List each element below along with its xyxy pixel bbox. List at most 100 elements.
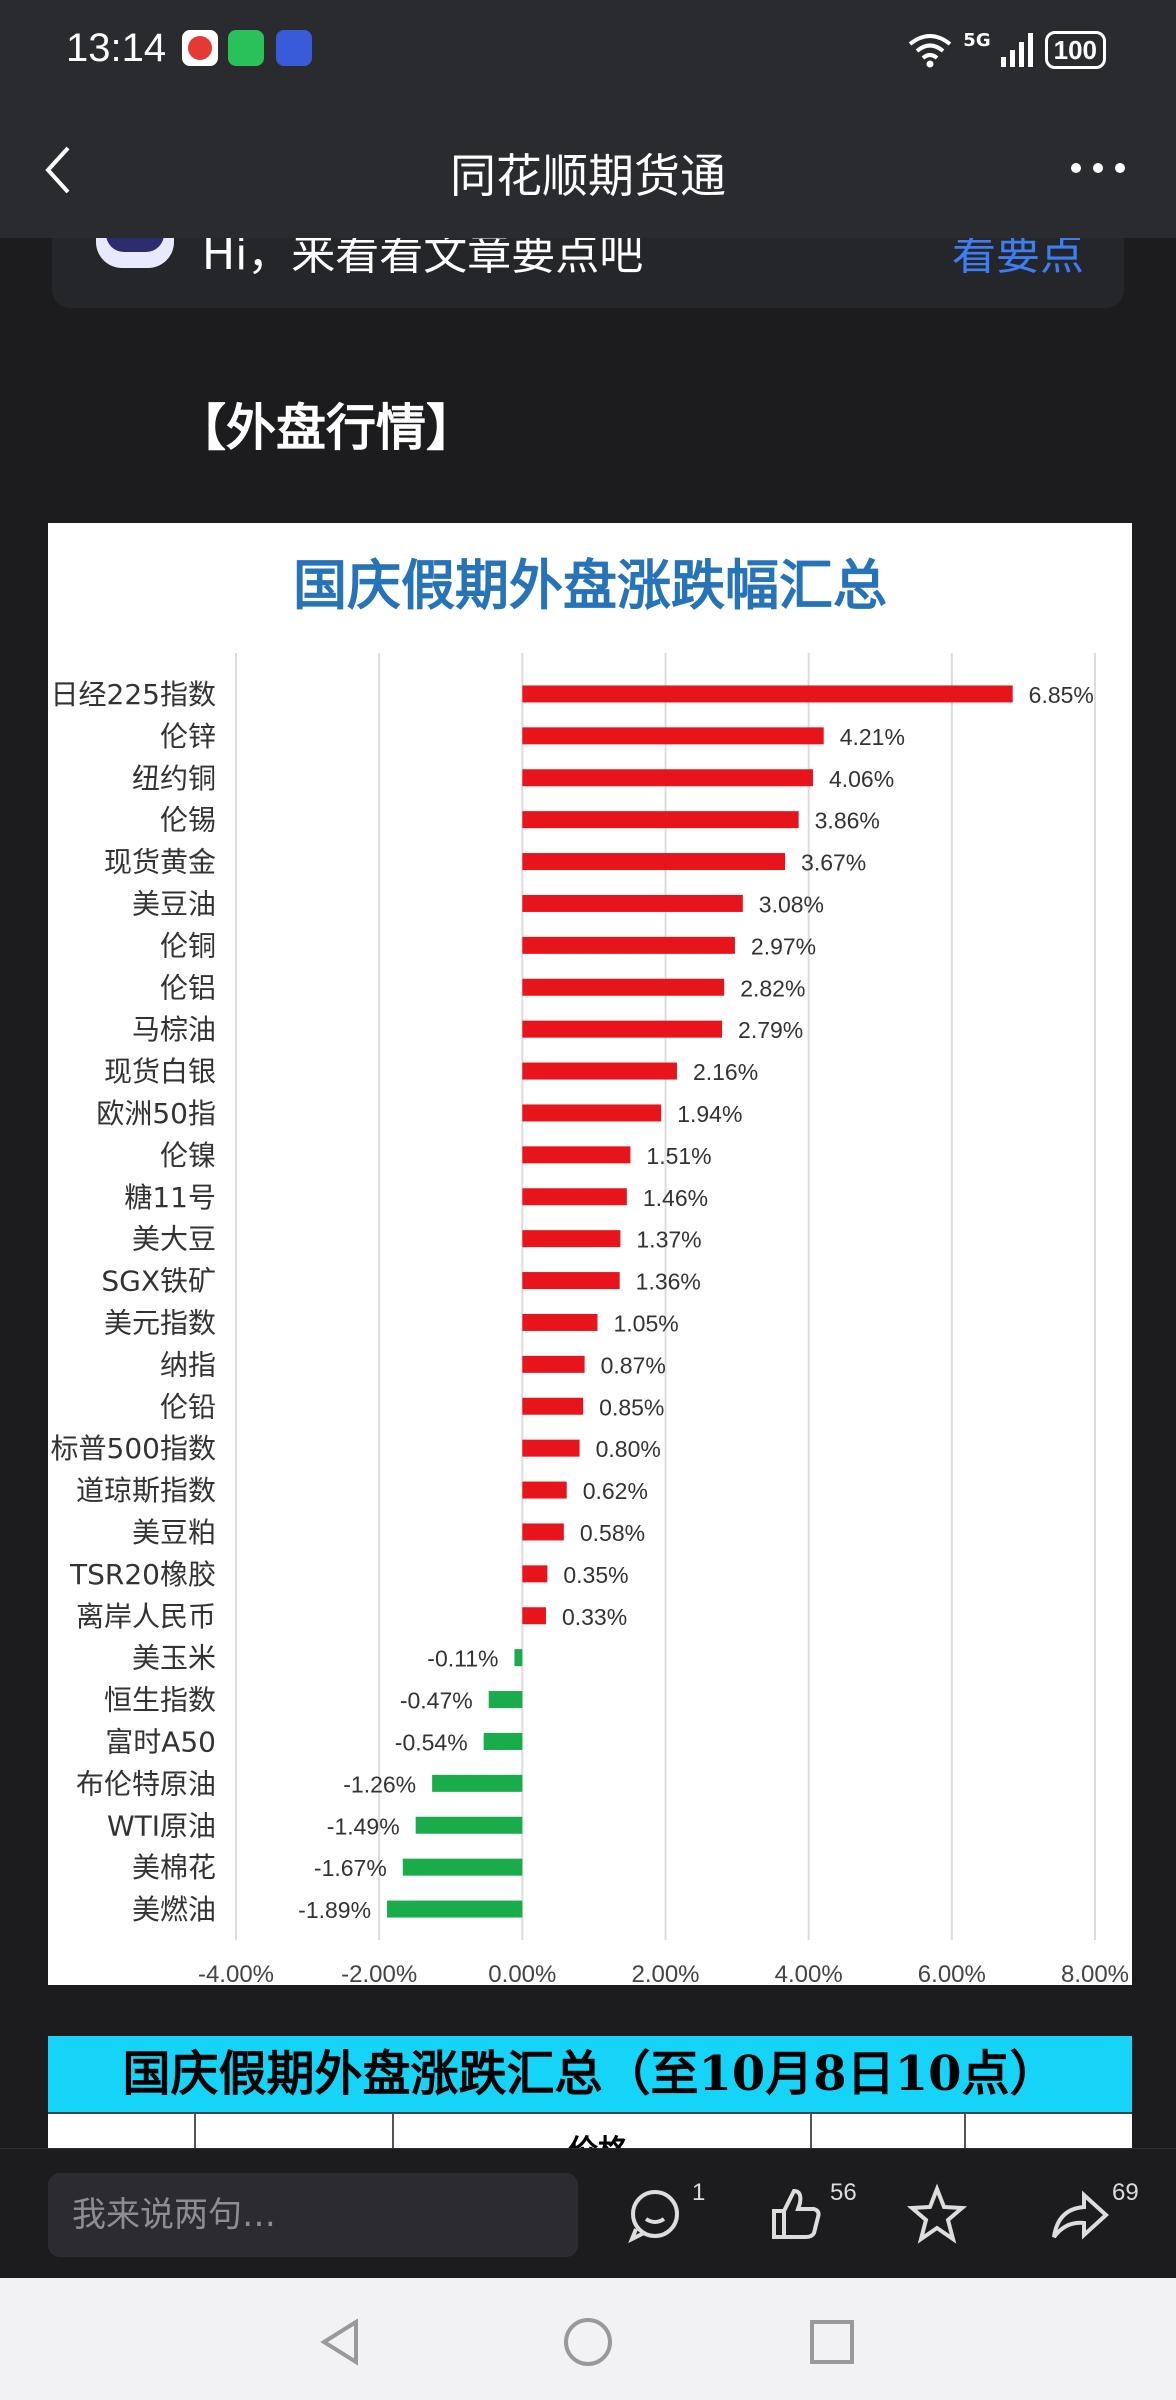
page-title: 同花顺期货通	[450, 149, 726, 203]
comment-icon[interactable]	[620, 2179, 690, 2249]
chart-bar	[522, 727, 824, 745]
chart-bar	[522, 685, 1013, 703]
bottom-action-bar: 我来说两句… 1 56 69	[0, 2148, 1176, 2278]
back-icon[interactable]	[40, 140, 80, 200]
x-tick-label: 0.00%	[488, 1961, 556, 1985]
ai-assistant-icon	[96, 238, 174, 268]
data-label: 3.86%	[815, 808, 880, 834]
data-label: -1.67%	[314, 1855, 387, 1881]
bar-chart: -4.00% -2.00% 0.00% 2.00% 4.00% 6.00% 8.00% 日经2…	[51, 653, 1129, 1985]
category-label: 美元指数	[104, 1306, 216, 1339]
category-label: 离岸人民币	[76, 1600, 216, 1633]
data-label: 3.67%	[801, 850, 866, 876]
chart-bar	[522, 1146, 631, 1164]
chart-bar	[402, 1858, 523, 1876]
data-label: 0.35%	[563, 1562, 628, 1588]
data-label: 2.16%	[693, 1059, 758, 1085]
category-label: TSR20橡胶	[69, 1558, 216, 1591]
category-label: 美大豆	[132, 1223, 216, 1256]
favorite-star-icon[interactable]	[902, 2179, 972, 2249]
chart-bar	[522, 769, 813, 787]
chart-bar	[522, 811, 799, 829]
data-label: 4.06%	[829, 766, 894, 792]
wechat-icon	[228, 30, 264, 66]
data-label: 2.82%	[740, 975, 805, 1001]
table-header-price: 价格	[568, 2126, 628, 2148]
x-tick-label: 6.00%	[918, 1961, 986, 1985]
category-label: 美棉花	[132, 1851, 216, 1884]
battery-indicator: 100	[1044, 31, 1106, 69]
article-content[interactable]: Hi，来看看文章要点吧 看要点 【外盘行情】 国庆假期外盘涨跌幅汇总 -4.00…	[0, 238, 1176, 2148]
data-label: 1.36%	[636, 1269, 701, 1295]
data-label: 0.58%	[580, 1520, 645, 1546]
chart-bar	[522, 1355, 585, 1373]
chart-bar	[522, 1565, 548, 1583]
category-label: WTI原油	[107, 1809, 216, 1842]
category-label: 伦锌	[160, 720, 216, 753]
view-key-points-link[interactable]: 看要点	[952, 238, 1084, 280]
chart-bar	[522, 894, 743, 912]
chart-bar	[522, 1104, 662, 1122]
category-label: 日经225指数	[51, 678, 216, 711]
chart-title: 国庆假期外盘涨跌幅汇总	[293, 553, 887, 617]
category-label: 纳指	[160, 1348, 216, 1381]
category-label: 马棕油	[132, 1013, 216, 1046]
category-label: 富时A50	[105, 1725, 216, 1758]
category-label: 欧洲50指	[96, 1097, 216, 1130]
share-icon[interactable]	[1044, 2179, 1114, 2249]
category-label: SGX铁矿	[101, 1265, 216, 1298]
category-label: 糖11号	[124, 1181, 216, 1214]
status-time: 13:14	[66, 26, 167, 70]
like-icon[interactable]	[760, 2179, 830, 2249]
category-label: 伦铜	[160, 929, 216, 962]
like-count: 56	[830, 2179, 857, 2206]
chart-bar	[522, 1272, 620, 1290]
top-nav-bar: 同花顺期货通	[0, 100, 1176, 238]
category-label: 伦铅	[160, 1390, 216, 1423]
chart-bar	[522, 1607, 546, 1625]
system-home-icon[interactable]	[562, 2316, 614, 2368]
x-tick-label: 2.00%	[631, 1961, 699, 1985]
more-options-icon[interactable]	[1068, 150, 1128, 186]
chart-bar	[522, 1439, 580, 1457]
status-bar: 13:14 5G 100	[0, 0, 1176, 100]
category-label: 美玉米	[132, 1642, 216, 1675]
data-label: 1.05%	[613, 1310, 678, 1336]
chart-bar	[522, 1523, 564, 1541]
category-label: 布伦特原油	[76, 1767, 216, 1800]
data-label: 1.46%	[643, 1185, 708, 1211]
data-label: 1.51%	[646, 1143, 711, 1169]
category-label: 道琼斯指数	[76, 1474, 216, 1507]
category-label: 美豆粕	[132, 1516, 216, 1549]
table-title: 国庆假期外盘涨跌汇总（至10月8日10点）	[48, 2036, 1132, 2112]
category-label: 伦锡	[160, 804, 216, 837]
system-recents-icon[interactable]	[806, 2316, 858, 2368]
category-label: 标普500指数	[51, 1432, 216, 1465]
chart-bar	[522, 1020, 723, 1038]
category-label: 美豆油	[132, 887, 216, 920]
data-label: -0.47%	[400, 1688, 473, 1714]
comment-input[interactable]: 我来说两句…	[48, 2173, 578, 2257]
x-tick-label: 8.00%	[1061, 1961, 1129, 1985]
comment-count: 1	[692, 2179, 706, 2206]
chart-bar	[387, 1900, 523, 1918]
system-back-icon[interactable]	[316, 2316, 368, 2368]
share-count: 69	[1112, 2179, 1139, 2206]
data-label: -0.54%	[395, 1729, 468, 1755]
signal-icon	[1000, 33, 1033, 67]
data-label: -1.49%	[327, 1813, 400, 1839]
data-label: 0.85%	[599, 1394, 664, 1420]
data-label: 0.80%	[596, 1436, 661, 1462]
chart-bar	[522, 936, 735, 954]
category-label: 现货黄金	[104, 846, 216, 879]
data-label: 6.85%	[1029, 682, 1094, 708]
chart-bar	[483, 1732, 523, 1750]
data-label: 1.94%	[677, 1101, 742, 1127]
ai-summary-banner[interactable]: Hi，来看看文章要点吧 看要点	[52, 238, 1124, 308]
chart-image: 国庆假期外盘涨跌幅汇总 -4.00% -2.00% 0.00% 2.00% 4.00% 6…	[48, 523, 1132, 1985]
category-label: 恒生指数	[104, 1684, 216, 1717]
data-label: -1.89%	[298, 1897, 371, 1923]
data-label: 1.37%	[636, 1227, 701, 1253]
chart-bar	[522, 1397, 584, 1415]
app-notification-icon	[182, 30, 218, 66]
